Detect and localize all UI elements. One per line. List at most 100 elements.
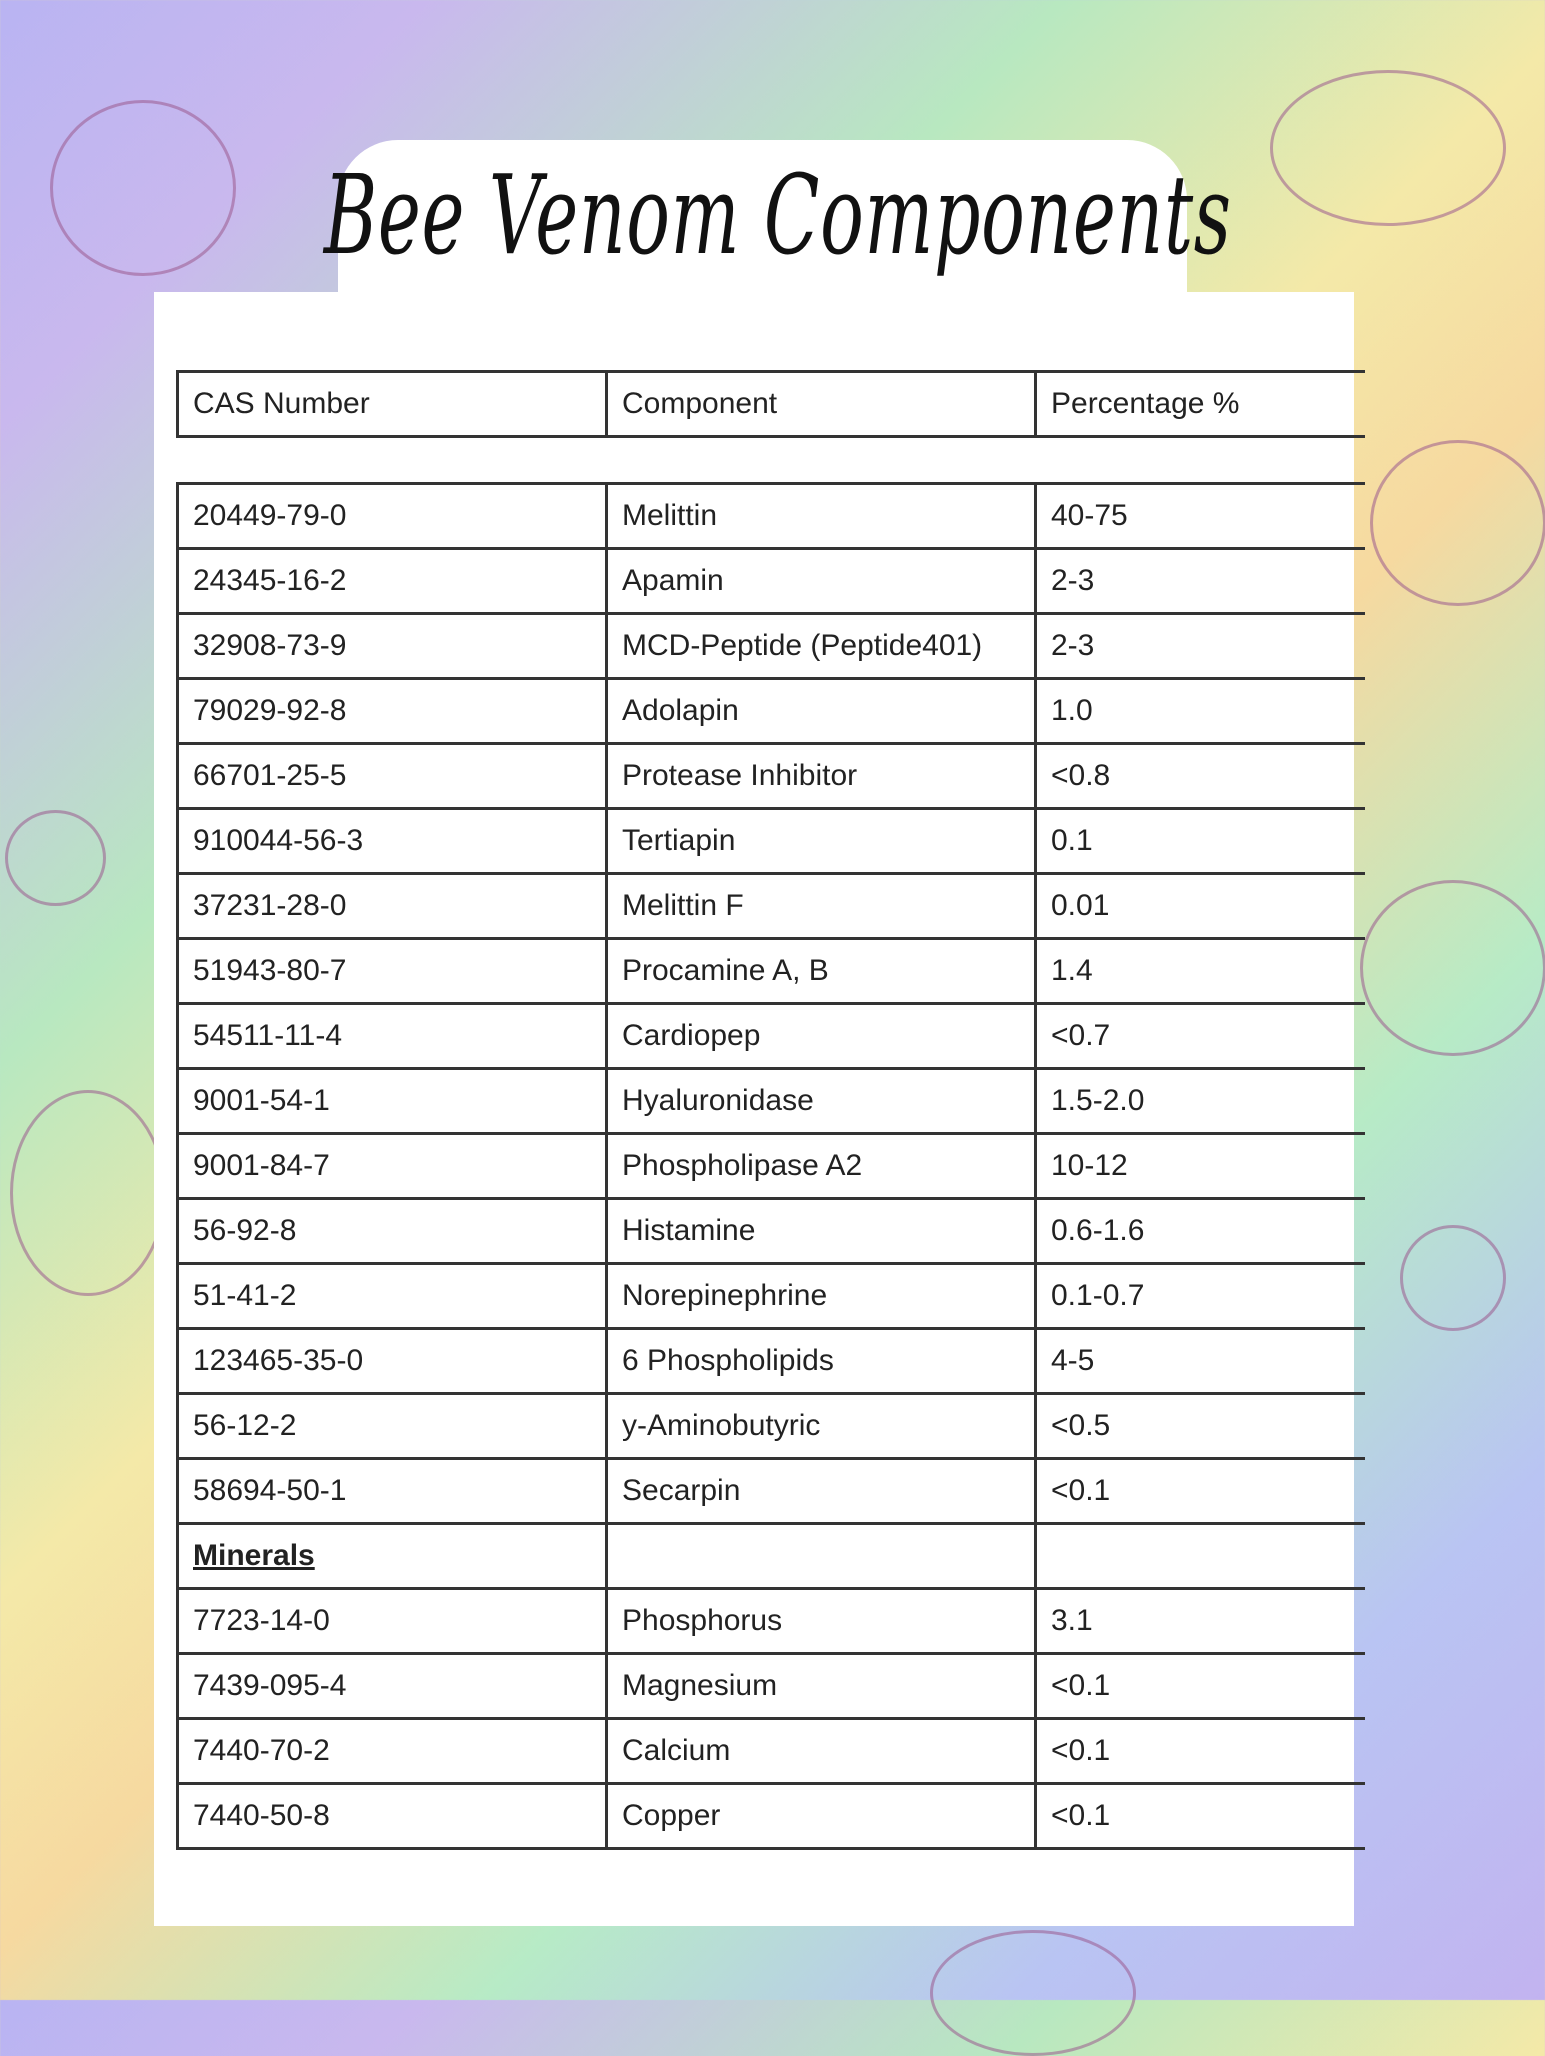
header-percentage: Percentage % (1034, 370, 1365, 438)
cell-cas: 66701-25-5 (176, 742, 608, 810)
table-row: 66701-25-5 Protease Inhibitor <0.8 (176, 742, 1365, 810)
cell-percentage: 2-3 (1034, 547, 1365, 615)
cell-percentage: <0.1 (1034, 1782, 1365, 1850)
cell-cas: 20449-79-0 (176, 482, 608, 550)
bee-illustration (1360, 880, 1545, 1056)
cell-percentage: <0.5 (1034, 1392, 1365, 1460)
bee-illustration (50, 100, 236, 276)
minerals-section-row: Minerals (176, 1522, 1365, 1590)
header-row: CAS Number Component Percentage % (176, 370, 1365, 438)
bee-illustration (1270, 70, 1506, 226)
cell-component: Norepinephrine (605, 1262, 1037, 1330)
cell-empty (605, 1522, 1037, 1590)
cell-component: Secarpin (605, 1457, 1037, 1525)
cell-percentage: 1.0 (1034, 677, 1365, 745)
cell-component: Hyaluronidase (605, 1067, 1037, 1135)
cell-percentage: 1.4 (1034, 937, 1365, 1005)
cell-cas: 7440-50-8 (176, 1782, 608, 1850)
cell-empty (1034, 1522, 1365, 1590)
cell-cas: 51-41-2 (176, 1262, 608, 1330)
cell-cas: 7439-095-4 (176, 1652, 608, 1720)
cell-component: Phosphorus (605, 1587, 1037, 1655)
table-row: 7440-70-2 Calcium <0.1 (176, 1717, 1365, 1785)
cell-percentage: 0.1 (1034, 807, 1365, 875)
cell-cas: 54511-11-4 (176, 1002, 608, 1070)
cell-component: Tertiapin (605, 807, 1037, 875)
table-row: 79029-92-8 Adolapin 1.0 (176, 677, 1365, 745)
cell-cas: 58694-50-1 (176, 1457, 608, 1525)
cell-cas: 9001-84-7 (176, 1132, 608, 1200)
cell-component: Procamine A, B (605, 937, 1037, 1005)
table-row: 32908-73-9 MCD-Peptide (Peptide401) 2-3 (176, 612, 1365, 680)
cell-component: Cardiopep (605, 1002, 1037, 1070)
bee-illustration (5, 810, 106, 906)
header-cas: CAS Number (176, 370, 608, 438)
cell-percentage: <0.1 (1034, 1457, 1365, 1525)
cell-percentage: 0.1-0.7 (1034, 1262, 1365, 1330)
cell-cas: 37231-28-0 (176, 872, 608, 940)
table-row: 56-12-2 y-Aminobutyric <0.5 (176, 1392, 1365, 1460)
cell-component: 6 Phospholipids (605, 1327, 1037, 1395)
cell-cas: 123465-35-0 (176, 1327, 608, 1395)
table-row: 24345-16-2 Apamin 2-3 (176, 547, 1365, 615)
header-component: Component (605, 370, 1037, 438)
table-row: 54511-11-4 Cardiopep <0.7 (176, 1002, 1365, 1070)
cell-cas: 910044-56-3 (176, 807, 608, 875)
cell-component: Calcium (605, 1717, 1037, 1785)
cell-minerals: Minerals (176, 1522, 608, 1590)
cell-percentage: 2-3 (1034, 612, 1365, 680)
minerals-label: Minerals (193, 1539, 315, 1572)
page-title: Bee Venom Components (324, 151, 1232, 279)
table-row: 51-41-2 Norepinephrine 0.1-0.7 (176, 1262, 1365, 1330)
cell-percentage: 10-12 (1034, 1132, 1365, 1200)
cell-percentage: 0.01 (1034, 872, 1365, 940)
cell-component: MCD-Peptide (Peptide401) (605, 612, 1037, 680)
cell-percentage: 40-75 (1034, 482, 1365, 550)
cell-component: Melittin F (605, 872, 1037, 940)
table-row: 123465-35-0 6 Phospholipids 4-5 (176, 1327, 1365, 1395)
table-row: 20449-79-0 Melittin 40-75 (176, 482, 1365, 550)
cell-percentage: <0.7 (1034, 1002, 1365, 1070)
cell-cas: 56-92-8 (176, 1197, 608, 1265)
cell-component: Protease Inhibitor (605, 742, 1037, 810)
table-row: 51943-80-7 Procamine A, B 1.4 (176, 937, 1365, 1005)
table-row: 7723-14-0 Phosphorus 3.1 (176, 1587, 1365, 1655)
table-row: 37231-28-0 Melittin F 0.01 (176, 872, 1365, 940)
table-row: 7440-50-8 Copper <0.1 (176, 1782, 1365, 1850)
table-row: 9001-84-7 Phospholipase A2 10-12 (176, 1132, 1365, 1200)
cell-cas: 7723-14-0 (176, 1587, 608, 1655)
cell-percentage: 1.5-2.0 (1034, 1067, 1365, 1135)
honeycomb-illustration (1370, 440, 1545, 606)
flower-illustration (10, 1090, 166, 1296)
cell-cas: 79029-92-8 (176, 677, 608, 745)
table-row: 56-92-8 Histamine 0.6-1.6 (176, 1197, 1365, 1265)
cell-component: Adolapin (605, 677, 1037, 745)
cell-percentage: 3.1 (1034, 1587, 1365, 1655)
bee-illustration (1400, 1225, 1506, 1331)
cell-component: Melittin (605, 482, 1037, 550)
cell-percentage: <0.1 (1034, 1652, 1365, 1720)
components-table: 20449-79-0 Melittin 40-75 24345-16-2 Apamin 2… (176, 482, 1365, 1850)
table-row: 7439-095-4 Magnesium <0.1 (176, 1652, 1365, 1720)
table-header: CAS Number Component Percentage % (176, 370, 1365, 438)
cell-percentage: 4-5 (1034, 1327, 1365, 1395)
cell-component: y-Aminobutyric (605, 1392, 1037, 1460)
cell-percentage: 0.6-1.6 (1034, 1197, 1365, 1265)
cell-cas: 32908-73-9 (176, 612, 608, 680)
honeycomb-illustration (930, 1930, 1136, 2056)
cell-percentage: <0.1 (1034, 1717, 1365, 1785)
cell-component: Histamine (605, 1197, 1037, 1265)
cell-component: Copper (605, 1782, 1037, 1850)
cell-cas: 9001-54-1 (176, 1067, 608, 1135)
table-row: 9001-54-1 Hyaluronidase 1.5-2.0 (176, 1067, 1365, 1135)
cell-component: Apamin (605, 547, 1037, 615)
cell-cas: 24345-16-2 (176, 547, 608, 615)
table-row: 58694-50-1 Secarpin <0.1 (176, 1457, 1365, 1525)
cell-component: Phospholipase A2 (605, 1132, 1037, 1200)
cell-cas: 7440-70-2 (176, 1717, 608, 1785)
cell-percentage: <0.8 (1034, 742, 1365, 810)
cell-component: Magnesium (605, 1652, 1037, 1720)
cell-cas: 56-12-2 (176, 1392, 608, 1460)
title-container: Bee Venom Components (238, 150, 1318, 290)
cell-cas: 51943-80-7 (176, 937, 608, 1005)
